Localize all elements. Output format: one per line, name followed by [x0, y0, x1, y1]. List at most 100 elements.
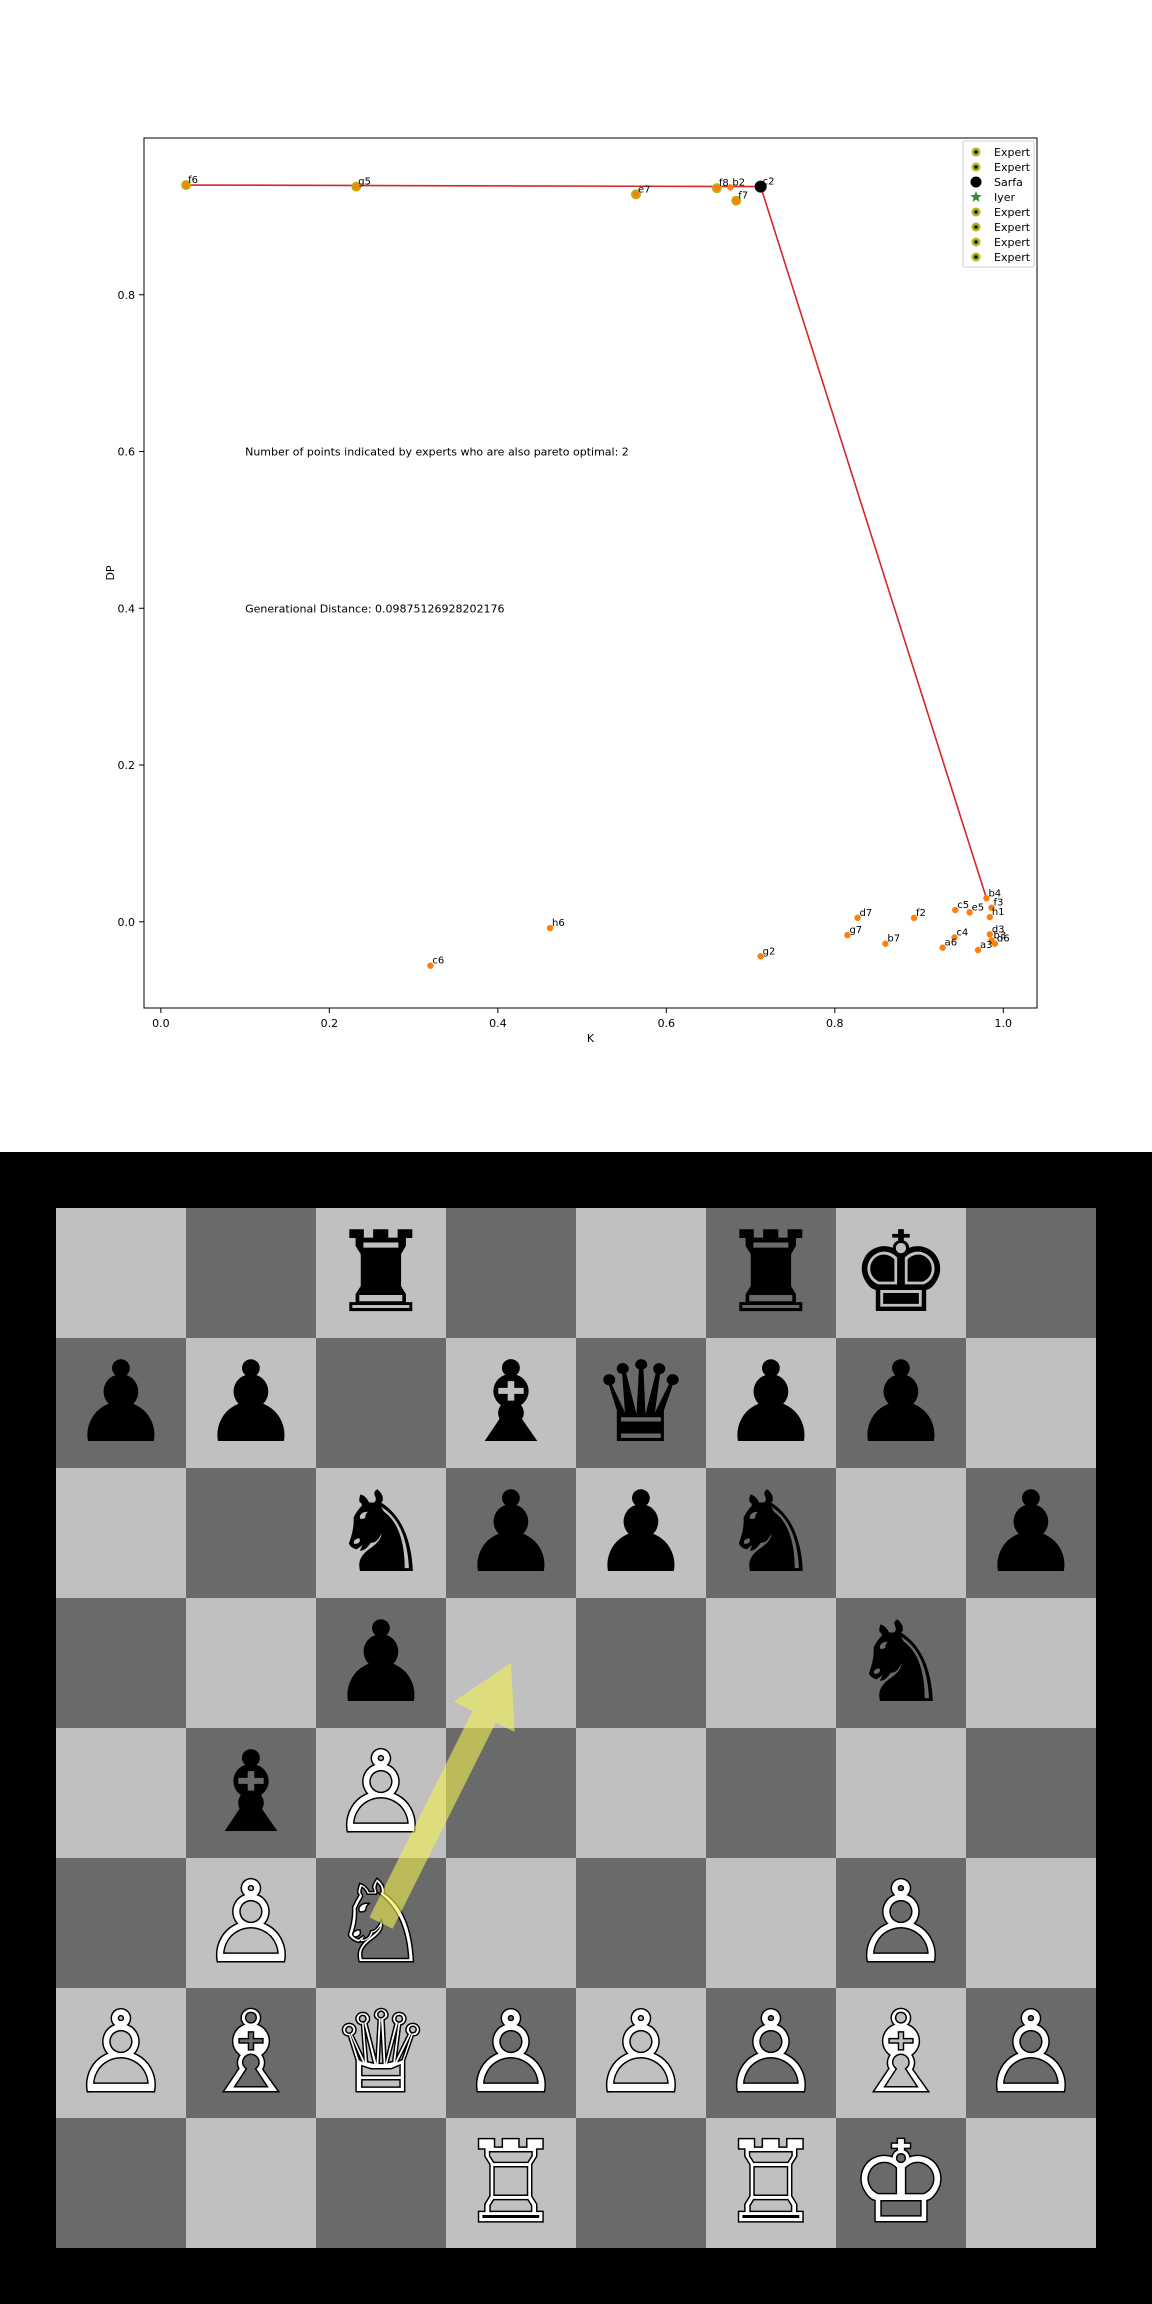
white-piece[interactable]: ♕ — [329, 1987, 432, 2120]
board-square[interactable] — [446, 1988, 576, 2118]
board-square[interactable] — [576, 2118, 706, 2248]
y-axis-label: DP — [104, 565, 117, 580]
board-square[interactable] — [706, 1988, 836, 2118]
board-square[interactable] — [706, 1338, 836, 1468]
board-square[interactable] — [446, 1858, 576, 1988]
board-square[interactable] — [966, 1858, 1096, 1988]
board-square[interactable] — [836, 1988, 966, 2118]
board-square[interactable] — [836, 1598, 966, 1728]
white-piece[interactable]: ♗ — [199, 1987, 302, 2120]
board-square[interactable] — [56, 1728, 186, 1858]
black-piece[interactable]: ♟ — [460, 1468, 562, 1598]
black-piece[interactable]: ♜ — [330, 1208, 432, 1338]
board-square[interactable] — [576, 1208, 706, 1338]
board-square[interactable] — [576, 1988, 706, 2118]
board-square[interactable] — [446, 1598, 576, 1728]
board-square[interactable] — [186, 1728, 316, 1858]
board-square[interactable] — [56, 1988, 186, 2118]
board-square[interactable] — [966, 1468, 1096, 1598]
board-square[interactable] — [966, 2118, 1096, 2248]
black-piece[interactable]: ♞ — [850, 1598, 952, 1728]
white-piece[interactable]: ♙ — [459, 1987, 562, 2120]
board-square[interactable] — [56, 1338, 186, 1468]
board-square[interactable] — [186, 1598, 316, 1728]
board-square[interactable] — [836, 1728, 966, 1858]
white-piece[interactable]: ♙ — [849, 1857, 952, 1990]
white-piece[interactable]: ♙ — [329, 1727, 432, 1860]
white-piece[interactable]: ♙ — [719, 1987, 822, 2120]
board-square[interactable] — [706, 1468, 836, 1598]
white-piece[interactable]: ♙ — [69, 1987, 172, 2120]
board-square[interactable] — [186, 1988, 316, 2118]
board-square[interactable] — [836, 1468, 966, 1598]
black-piece[interactable]: ♟ — [980, 1468, 1082, 1598]
point-label: a3 — [980, 940, 993, 951]
black-piece[interactable]: ♟ — [330, 1598, 432, 1728]
white-piece[interactable]: ♖ — [719, 2117, 822, 2250]
board-square[interactable] — [446, 2118, 576, 2248]
board-square[interactable] — [186, 1468, 316, 1598]
board-square[interactable] — [836, 2118, 966, 2248]
board-square[interactable] — [316, 1208, 446, 1338]
board-square[interactable] — [706, 1858, 836, 1988]
black-piece[interactable]: ♛ — [590, 1338, 692, 1468]
data-point — [986, 913, 994, 921]
y-tick-label: 0.2 — [118, 759, 136, 772]
board-square[interactable] — [706, 1208, 836, 1338]
black-piece[interactable]: ♟ — [70, 1338, 172, 1468]
point-label: a6 — [945, 938, 958, 949]
data-point — [951, 934, 958, 941]
board-square[interactable] — [966, 1598, 1096, 1728]
board-square[interactable] — [706, 1598, 836, 1728]
board-square[interactable] — [706, 2118, 836, 2248]
board-square[interactable] — [186, 1858, 316, 1988]
board-square[interactable] — [966, 1338, 1096, 1468]
black-piece[interactable]: ♟ — [590, 1468, 692, 1598]
board-square[interactable] — [836, 1208, 966, 1338]
white-piece[interactable]: ♙ — [979, 1987, 1082, 2120]
white-piece[interactable]: ♖ — [459, 2117, 562, 2250]
white-piece[interactable]: ♙ — [199, 1857, 302, 1990]
board-square[interactable] — [966, 1208, 1096, 1338]
board-square[interactable] — [56, 1858, 186, 1988]
board-square[interactable] — [446, 1728, 576, 1858]
board-square[interactable] — [836, 1338, 966, 1468]
board-square[interactable] — [576, 1468, 706, 1598]
board-square[interactable] — [186, 1208, 316, 1338]
board-square[interactable] — [56, 1598, 186, 1728]
board-square[interactable] — [316, 1338, 446, 1468]
white-piece[interactable]: ♗ — [849, 1987, 952, 2120]
board-square[interactable] — [316, 1988, 446, 2118]
board-square[interactable] — [446, 1338, 576, 1468]
board-square[interactable] — [576, 1598, 706, 1728]
board-square[interactable] — [446, 1208, 576, 1338]
white-piece[interactable]: ♙ — [589, 1987, 692, 2120]
black-piece[interactable]: ♝ — [200, 1728, 302, 1858]
point-label: g2 — [763, 946, 776, 957]
board-square[interactable] — [56, 1208, 186, 1338]
black-piece[interactable]: ♞ — [720, 1468, 822, 1598]
black-piece[interactable]: ♟ — [200, 1338, 302, 1468]
board-square[interactable] — [706, 1728, 836, 1858]
board-square[interactable] — [56, 1468, 186, 1598]
board-square[interactable] — [576, 1728, 706, 1858]
board-square[interactable] — [966, 1728, 1096, 1858]
board-square[interactable] — [56, 2118, 186, 2248]
black-piece[interactable]: ♚ — [850, 1208, 952, 1338]
black-piece[interactable]: ♟ — [720, 1338, 822, 1468]
board-square[interactable] — [576, 1338, 706, 1468]
black-piece[interactable]: ♟ — [850, 1338, 952, 1468]
black-piece[interactable]: ♞ — [330, 1468, 432, 1598]
board-square[interactable] — [966, 1988, 1096, 2118]
board-square[interactable] — [316, 1468, 446, 1598]
board-square[interactable] — [316, 2118, 446, 2248]
board-square[interactable] — [576, 1858, 706, 1988]
white-piece[interactable]: ♘ — [329, 1857, 432, 1990]
board-square[interactable] — [446, 1468, 576, 1598]
black-piece[interactable]: ♝ — [460, 1338, 562, 1468]
black-piece[interactable]: ♜ — [720, 1208, 822, 1338]
board-square[interactable] — [186, 1338, 316, 1468]
board-square[interactable] — [186, 2118, 316, 2248]
board-square[interactable] — [836, 1858, 966, 1988]
white-piece[interactable]: ♔ — [849, 2117, 952, 2250]
